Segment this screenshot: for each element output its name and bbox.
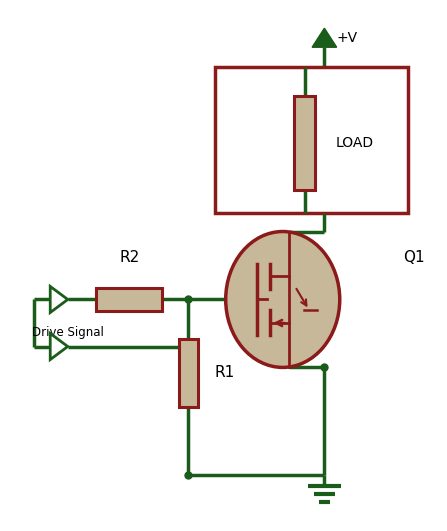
Circle shape (226, 232, 340, 367)
Text: R2: R2 (119, 251, 139, 266)
Bar (215, 67, 408, 213)
Text: +V: +V (337, 31, 358, 45)
Bar (96, 288, 162, 311)
Bar (179, 339, 198, 407)
Text: LOAD: LOAD (335, 136, 374, 150)
Text: Drive Signal: Drive Signal (32, 326, 104, 339)
Text: R1: R1 (215, 365, 235, 380)
Bar (294, 96, 315, 190)
Text: Q1: Q1 (403, 250, 425, 265)
Polygon shape (312, 28, 337, 47)
